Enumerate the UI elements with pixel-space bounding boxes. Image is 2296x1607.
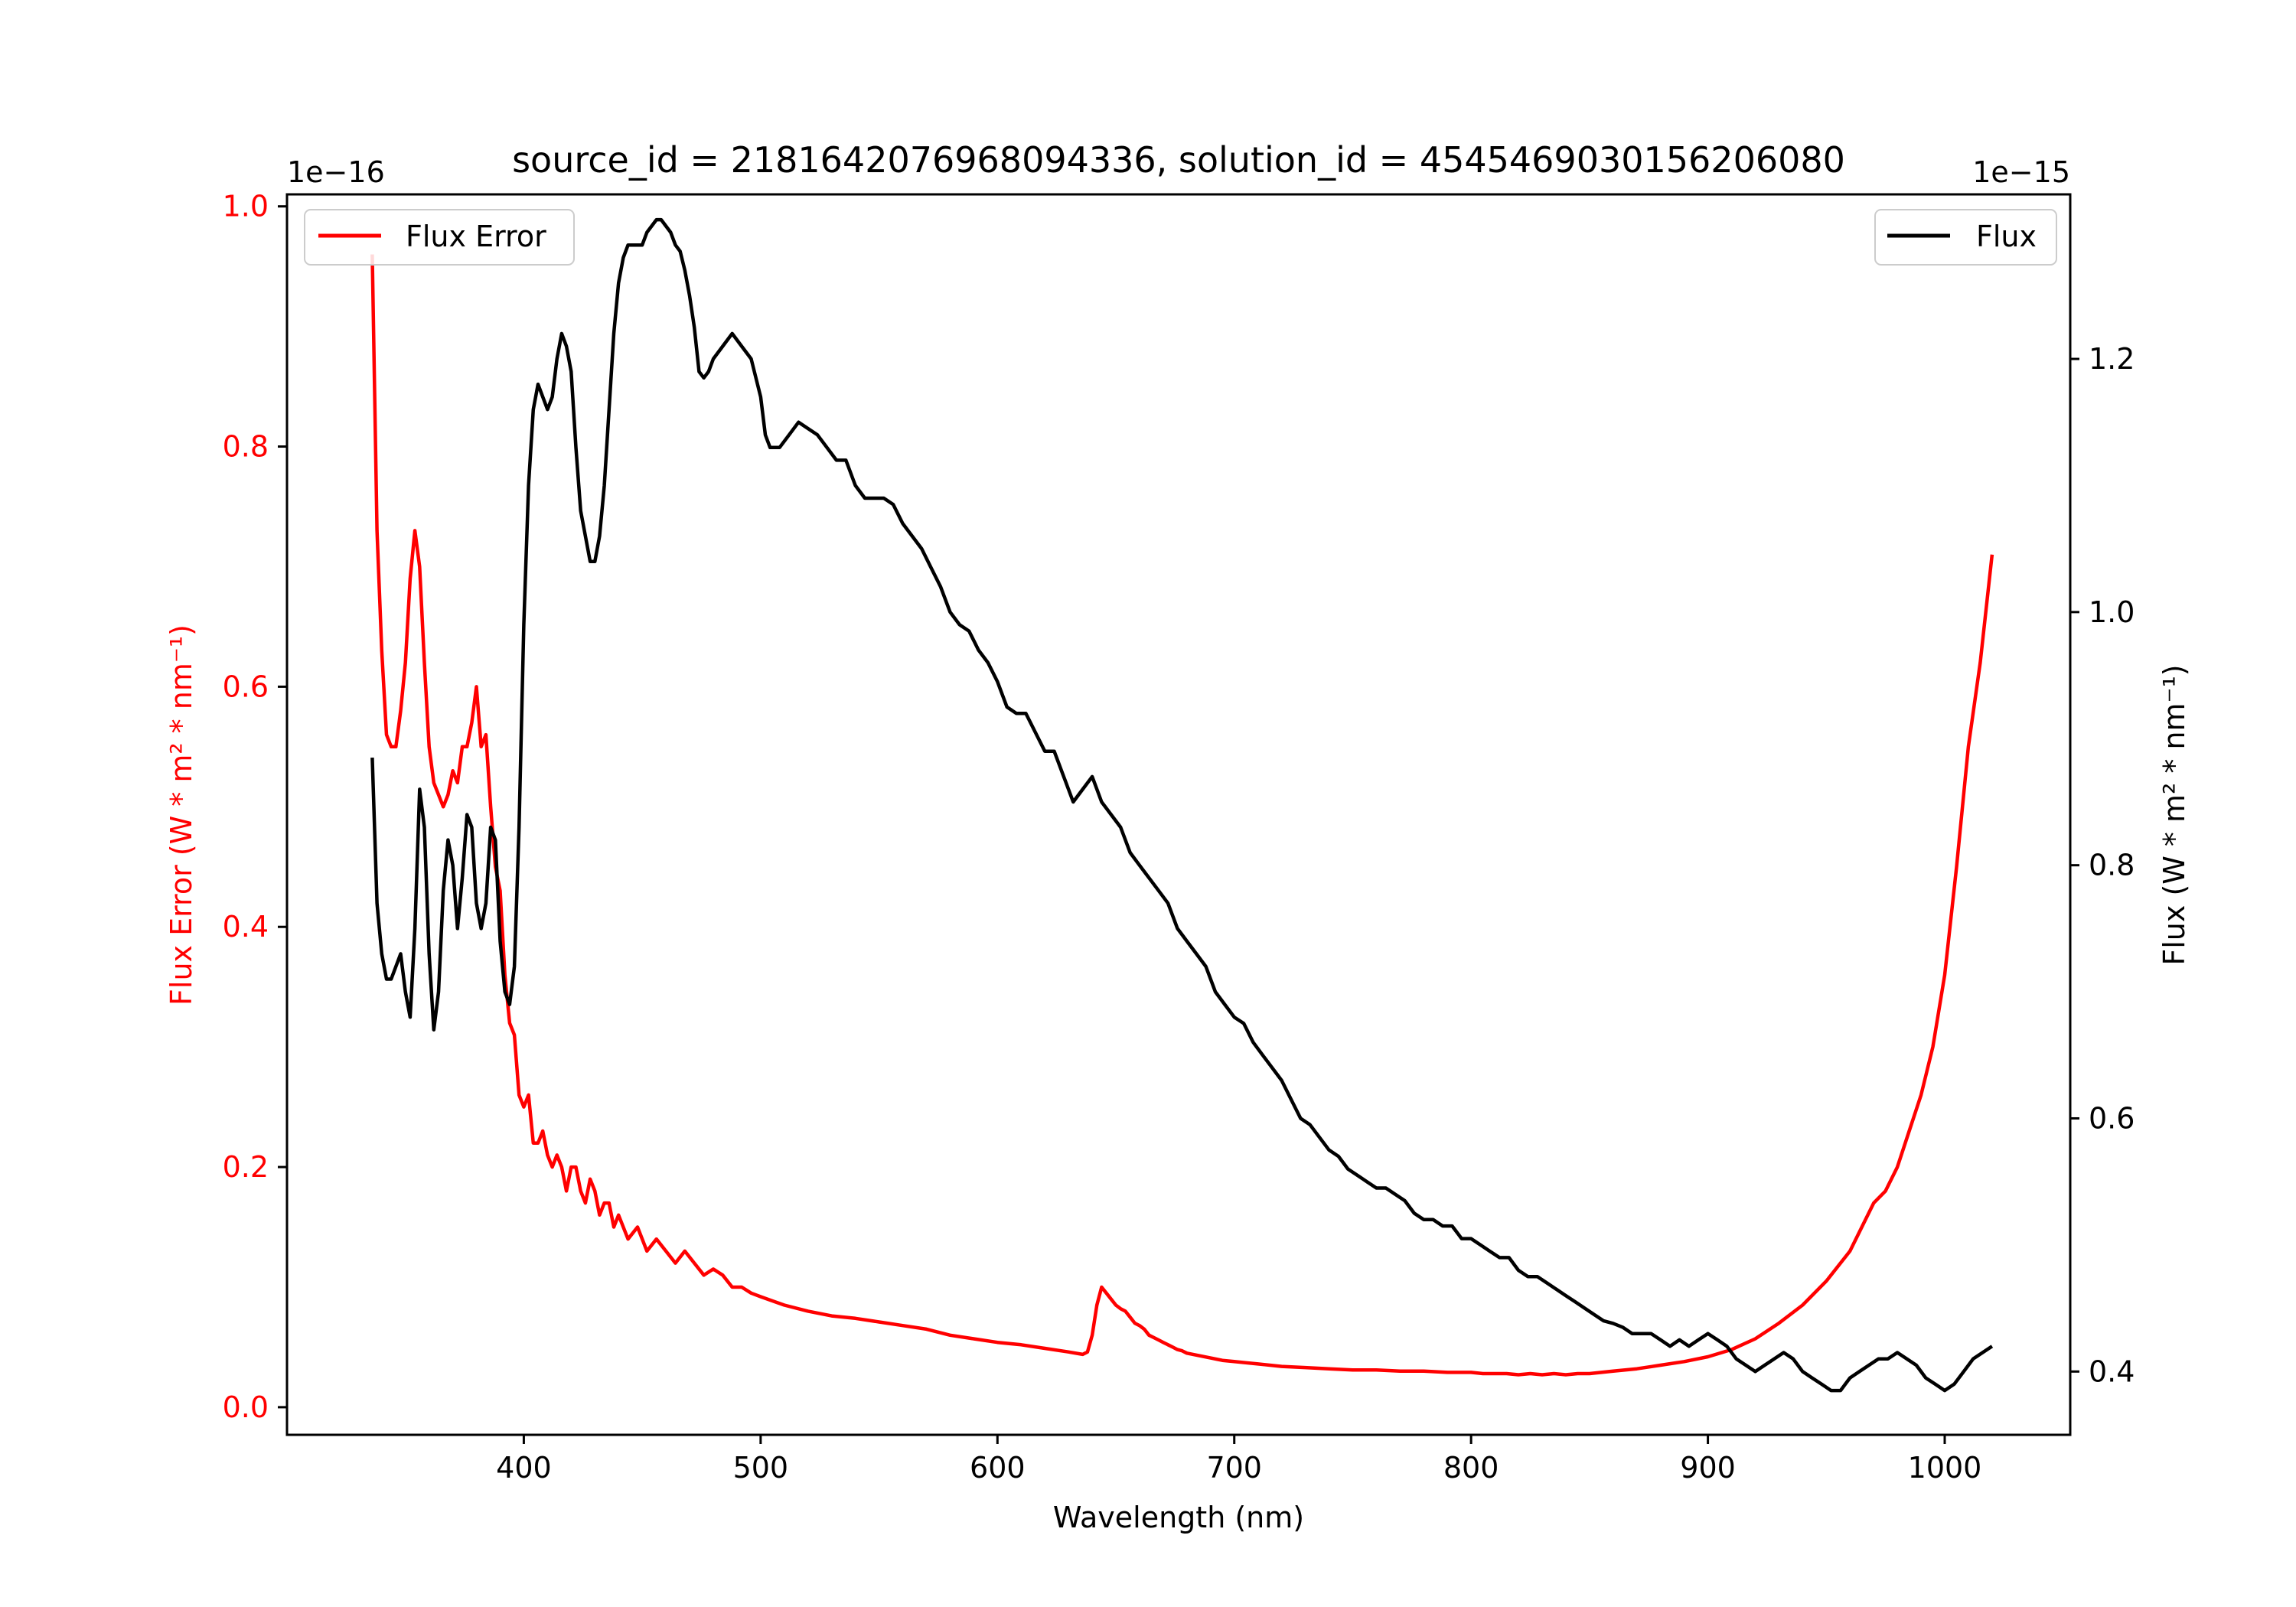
legend-flux-error-box — [304, 209, 575, 266]
legend-flux-error-label: Flux Error — [406, 220, 546, 253]
right-tick-label: 0.6 — [2089, 1101, 2135, 1135]
legend-flux: Flux — [1874, 209, 2057, 266]
right-tick-label: 0.4 — [2089, 1354, 2135, 1388]
left-tick-label: 1.0 — [223, 190, 269, 223]
left-axis-offset-text: 1e−16 — [287, 155, 385, 189]
right-tick-label: 0.8 — [2089, 849, 2135, 882]
left-axis-ticks: 0.0 0.2 0.4 0.6 0.8 1.0 — [223, 190, 287, 1424]
right-tick-label: 1.0 — [2089, 595, 2135, 629]
right-axis-offset-text: 1e−15 — [1972, 155, 2070, 189]
right-axis-label: Flux (W * m² * nm⁻¹) — [2157, 664, 2191, 965]
flux-error-line — [370, 254, 1994, 1377]
left-tick-label: 0.2 — [223, 1150, 269, 1184]
legend-flux-box — [1874, 209, 2057, 266]
plot-lines — [370, 217, 1994, 1393]
left-tick-label: 0.8 — [223, 430, 269, 464]
flux-line — [370, 217, 1994, 1393]
x-tick-label: 900 — [1680, 1451, 1736, 1485]
x-tick-label: 600 — [970, 1451, 1026, 1485]
legend-flux-error: Flux Error — [304, 209, 575, 266]
chart-title: source_id = 2181642076968094336, solutio… — [512, 139, 1845, 181]
x-axis-ticks: 400 500 600 700 800 900 1000 — [496, 1435, 1981, 1485]
left-tick-label: 0.4 — [223, 910, 269, 944]
x-tick-label: 400 — [496, 1451, 552, 1485]
x-tick-label: 800 — [1443, 1451, 1499, 1485]
legend-flux-label: Flux — [1976, 220, 2037, 253]
x-tick-label: 500 — [733, 1451, 789, 1485]
left-tick-label: 0.6 — [223, 670, 269, 703]
x-tick-label: 1000 — [1908, 1451, 1982, 1485]
left-axis-label: Flux Error (W * m² * nm⁻¹) — [165, 624, 198, 1006]
right-tick-label: 1.2 — [2089, 342, 2135, 376]
right-axis-ticks: 0.4 0.6 0.8 1.0 1.2 — [2070, 342, 2135, 1388]
x-tick-label: 700 — [1206, 1451, 1262, 1485]
x-axis-label: Wavelength (nm) — [1053, 1501, 1304, 1534]
axes-frame — [285, 193, 2072, 1436]
left-tick-label: 0.0 — [223, 1390, 269, 1424]
